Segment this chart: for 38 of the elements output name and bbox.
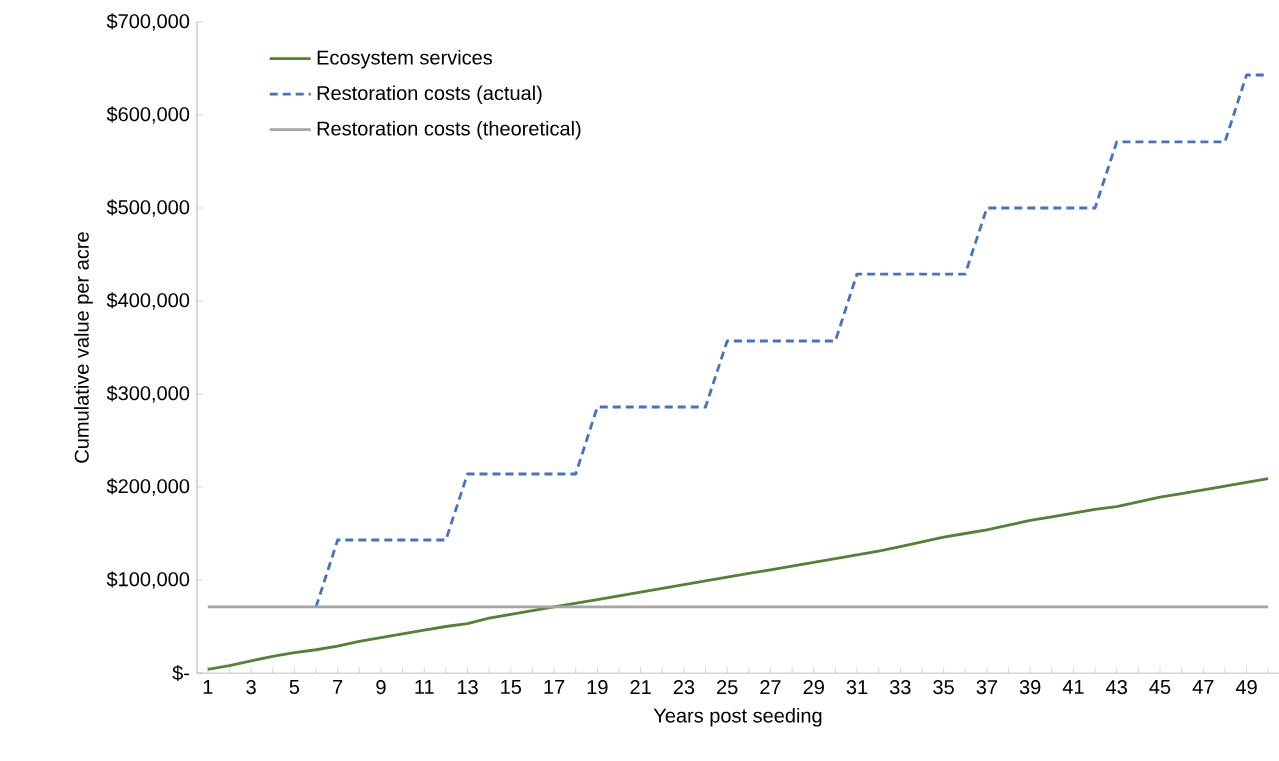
x-tick-label: 31 bbox=[846, 680, 868, 695]
x-tick-label: 9 bbox=[376, 680, 386, 695]
x-tick-label: 25 bbox=[717, 680, 738, 695]
legend-label: Ecosystem services bbox=[317, 49, 493, 69]
x-tick-label: 1 bbox=[203, 680, 213, 694]
y-tick-label: $200,000 bbox=[106, 478, 190, 496]
y-tick-label: $100,000 bbox=[106, 571, 190, 589]
x-tick-label: 27 bbox=[760, 680, 781, 695]
x-tick-label: 41 bbox=[1062, 680, 1084, 694]
x-tick-label: 23 bbox=[673, 680, 695, 695]
y-axis-title: Cumulative value per acre bbox=[74, 232, 93, 463]
x-tick-label: 33 bbox=[889, 680, 911, 695]
x-tick-label: 29 bbox=[803, 680, 824, 695]
x-tick-label: 21 bbox=[630, 680, 651, 695]
x-tick-label: 5 bbox=[289, 680, 300, 695]
x-tick-label: 17 bbox=[544, 680, 565, 694]
y-tick-label: $500,000 bbox=[106, 199, 190, 217]
y-tick-label: $600,000 bbox=[106, 106, 190, 124]
x-tick-label: 45 bbox=[1149, 680, 1171, 695]
x-axis-title: Years post seeding bbox=[653, 707, 822, 727]
y-tick-label: $400,000 bbox=[106, 292, 190, 310]
x-tick-label: 37 bbox=[976, 680, 997, 695]
x-tick-label: 49 bbox=[1235, 680, 1257, 695]
x-tick-label: 13 bbox=[457, 680, 478, 695]
x-tick-label: 19 bbox=[587, 680, 608, 695]
x-tick-label: 35 bbox=[933, 680, 954, 695]
legend-label: Restoration costs (actual) bbox=[317, 85, 542, 105]
legend-label: Restoration costs (theoretical) bbox=[317, 120, 581, 140]
x-tick-label: 15 bbox=[501, 680, 522, 695]
x-tick-label: 43 bbox=[1106, 680, 1127, 695]
x-tick-label: 11 bbox=[415, 680, 434, 694]
y-tick-label: $700,000 bbox=[106, 13, 190, 31]
x-tick-label: 3 bbox=[246, 680, 256, 695]
x-tick-label: 7 bbox=[333, 680, 343, 694]
x-tick-label: 47 bbox=[1192, 680, 1214, 694]
y-tick-label: $300,000 bbox=[106, 385, 190, 403]
y-tick-label: $- bbox=[172, 664, 190, 682]
x-tick-label: 39 bbox=[1019, 680, 1041, 695]
